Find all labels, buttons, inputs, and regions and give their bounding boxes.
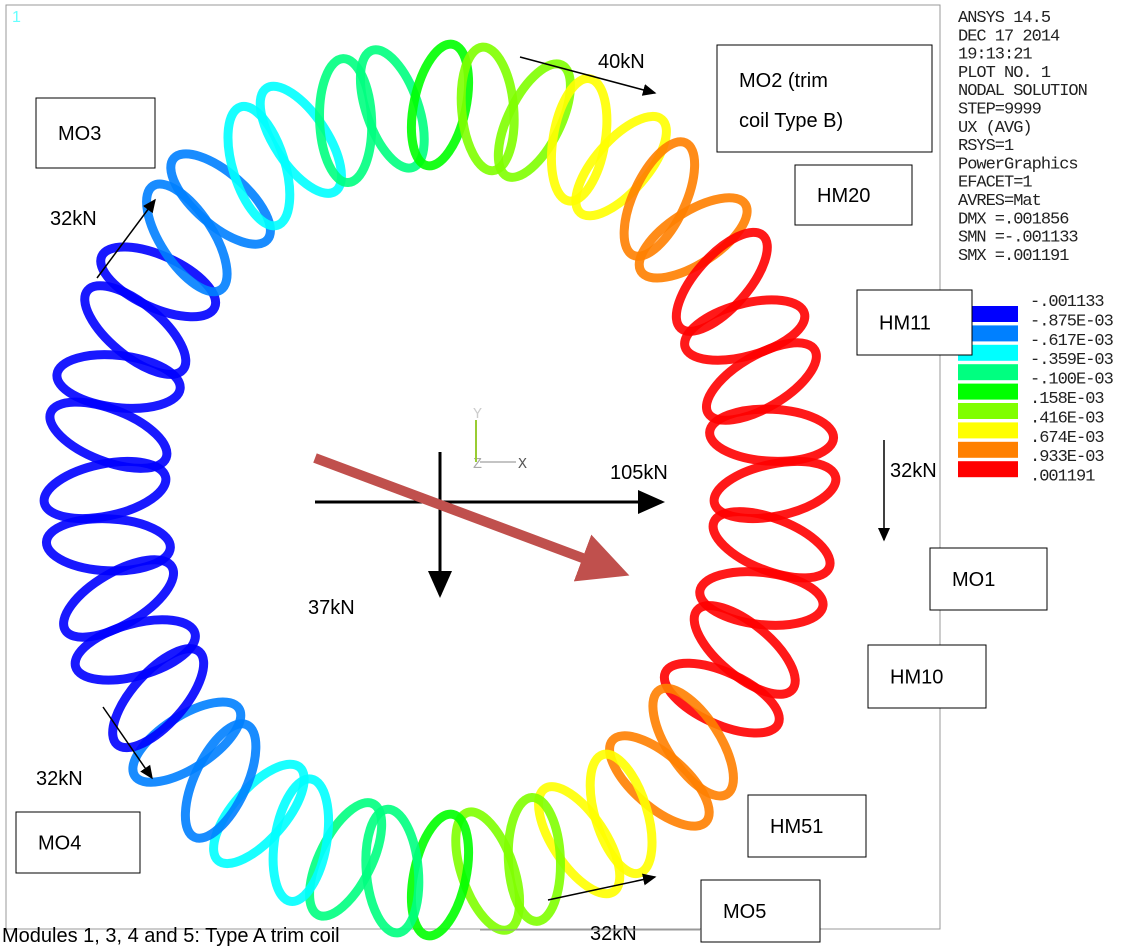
force-label: 32kN (50, 208, 97, 230)
legend-swatch (958, 442, 1018, 458)
info-line: PowerGraphics (958, 155, 1078, 174)
force-label: 32kN (590, 923, 637, 945)
module-box (717, 45, 932, 152)
force-label: 105kN (610, 462, 668, 484)
legend-swatch (958, 461, 1018, 477)
module-label: MO4 (38, 833, 81, 855)
info-line: SMN =-.001133 (958, 229, 1078, 248)
legend-label: .933E-03 (1030, 448, 1104, 467)
screenshot: 1 ANSYS 14.5DEC 17 201419:13:21PLOT NO. … (0, 0, 1139, 949)
info-line: ANSYS 14.5 (958, 9, 1051, 28)
module-label: MO5 (723, 901, 766, 923)
legend-label: -.100E-03 (1030, 371, 1114, 390)
legend-swatch (958, 422, 1018, 438)
info-line: DEC 17 2014 (958, 27, 1060, 46)
legend-label: .416E-03 (1030, 409, 1104, 428)
info-line: 19:13:21 (958, 46, 1032, 65)
force-label: 32kN (890, 460, 937, 482)
legend-label: -.617E-03 (1030, 332, 1114, 351)
module-label: MO1 (952, 569, 995, 591)
legend-label: -.875E-03 (1030, 312, 1114, 331)
info-line: RSYS=1 (958, 137, 1014, 156)
force-label: 37kN (308, 597, 355, 619)
legend-swatch (958, 364, 1018, 380)
module-label: HM51 (770, 816, 823, 838)
info-line: AVRES=Mat (958, 192, 1041, 211)
legend-swatch (958, 384, 1018, 400)
info-line: STEP=9999 (958, 101, 1042, 120)
legend: -.001133-.875E-03-.617E-03-.359E-03-.100… (958, 293, 1114, 487)
module-label: HM10 (890, 667, 943, 689)
triad-z: Z (473, 456, 482, 473)
info-line: EFACET=1 (958, 174, 1032, 193)
info-line: UX (AVG) (958, 119, 1032, 138)
legend-swatch (958, 403, 1018, 419)
force-label: 32kN (36, 768, 83, 790)
info-line: SMX =.001191 (958, 247, 1069, 266)
module-label: MO3 (58, 123, 101, 145)
force-label: 40kN (598, 51, 645, 73)
module-label: HM20 (817, 185, 870, 207)
module-label: HM11 (879, 313, 931, 335)
legend-label: .674E-03 (1030, 429, 1104, 448)
legend-label: -.001133 (1030, 293, 1104, 312)
legend-label: .001191 (1030, 468, 1095, 487)
module-label: MO2 (trim (739, 70, 828, 92)
triad-x: X (518, 456, 527, 473)
info-line: NODAL SOLUTION (958, 82, 1087, 101)
module-label: coil Type B) (739, 110, 843, 132)
legend-label: .158E-03 (1030, 390, 1104, 409)
caption: Modules 1, 3, 4 and 5: Type A trim coil (2, 925, 340, 947)
triad-y: Y (473, 406, 482, 423)
info-line: DMX =.001856 (958, 210, 1069, 229)
window-number: 1 (12, 9, 21, 26)
legend-label: -.359E-03 (1030, 351, 1114, 370)
info-line: PLOT NO. 1 (958, 64, 1051, 83)
